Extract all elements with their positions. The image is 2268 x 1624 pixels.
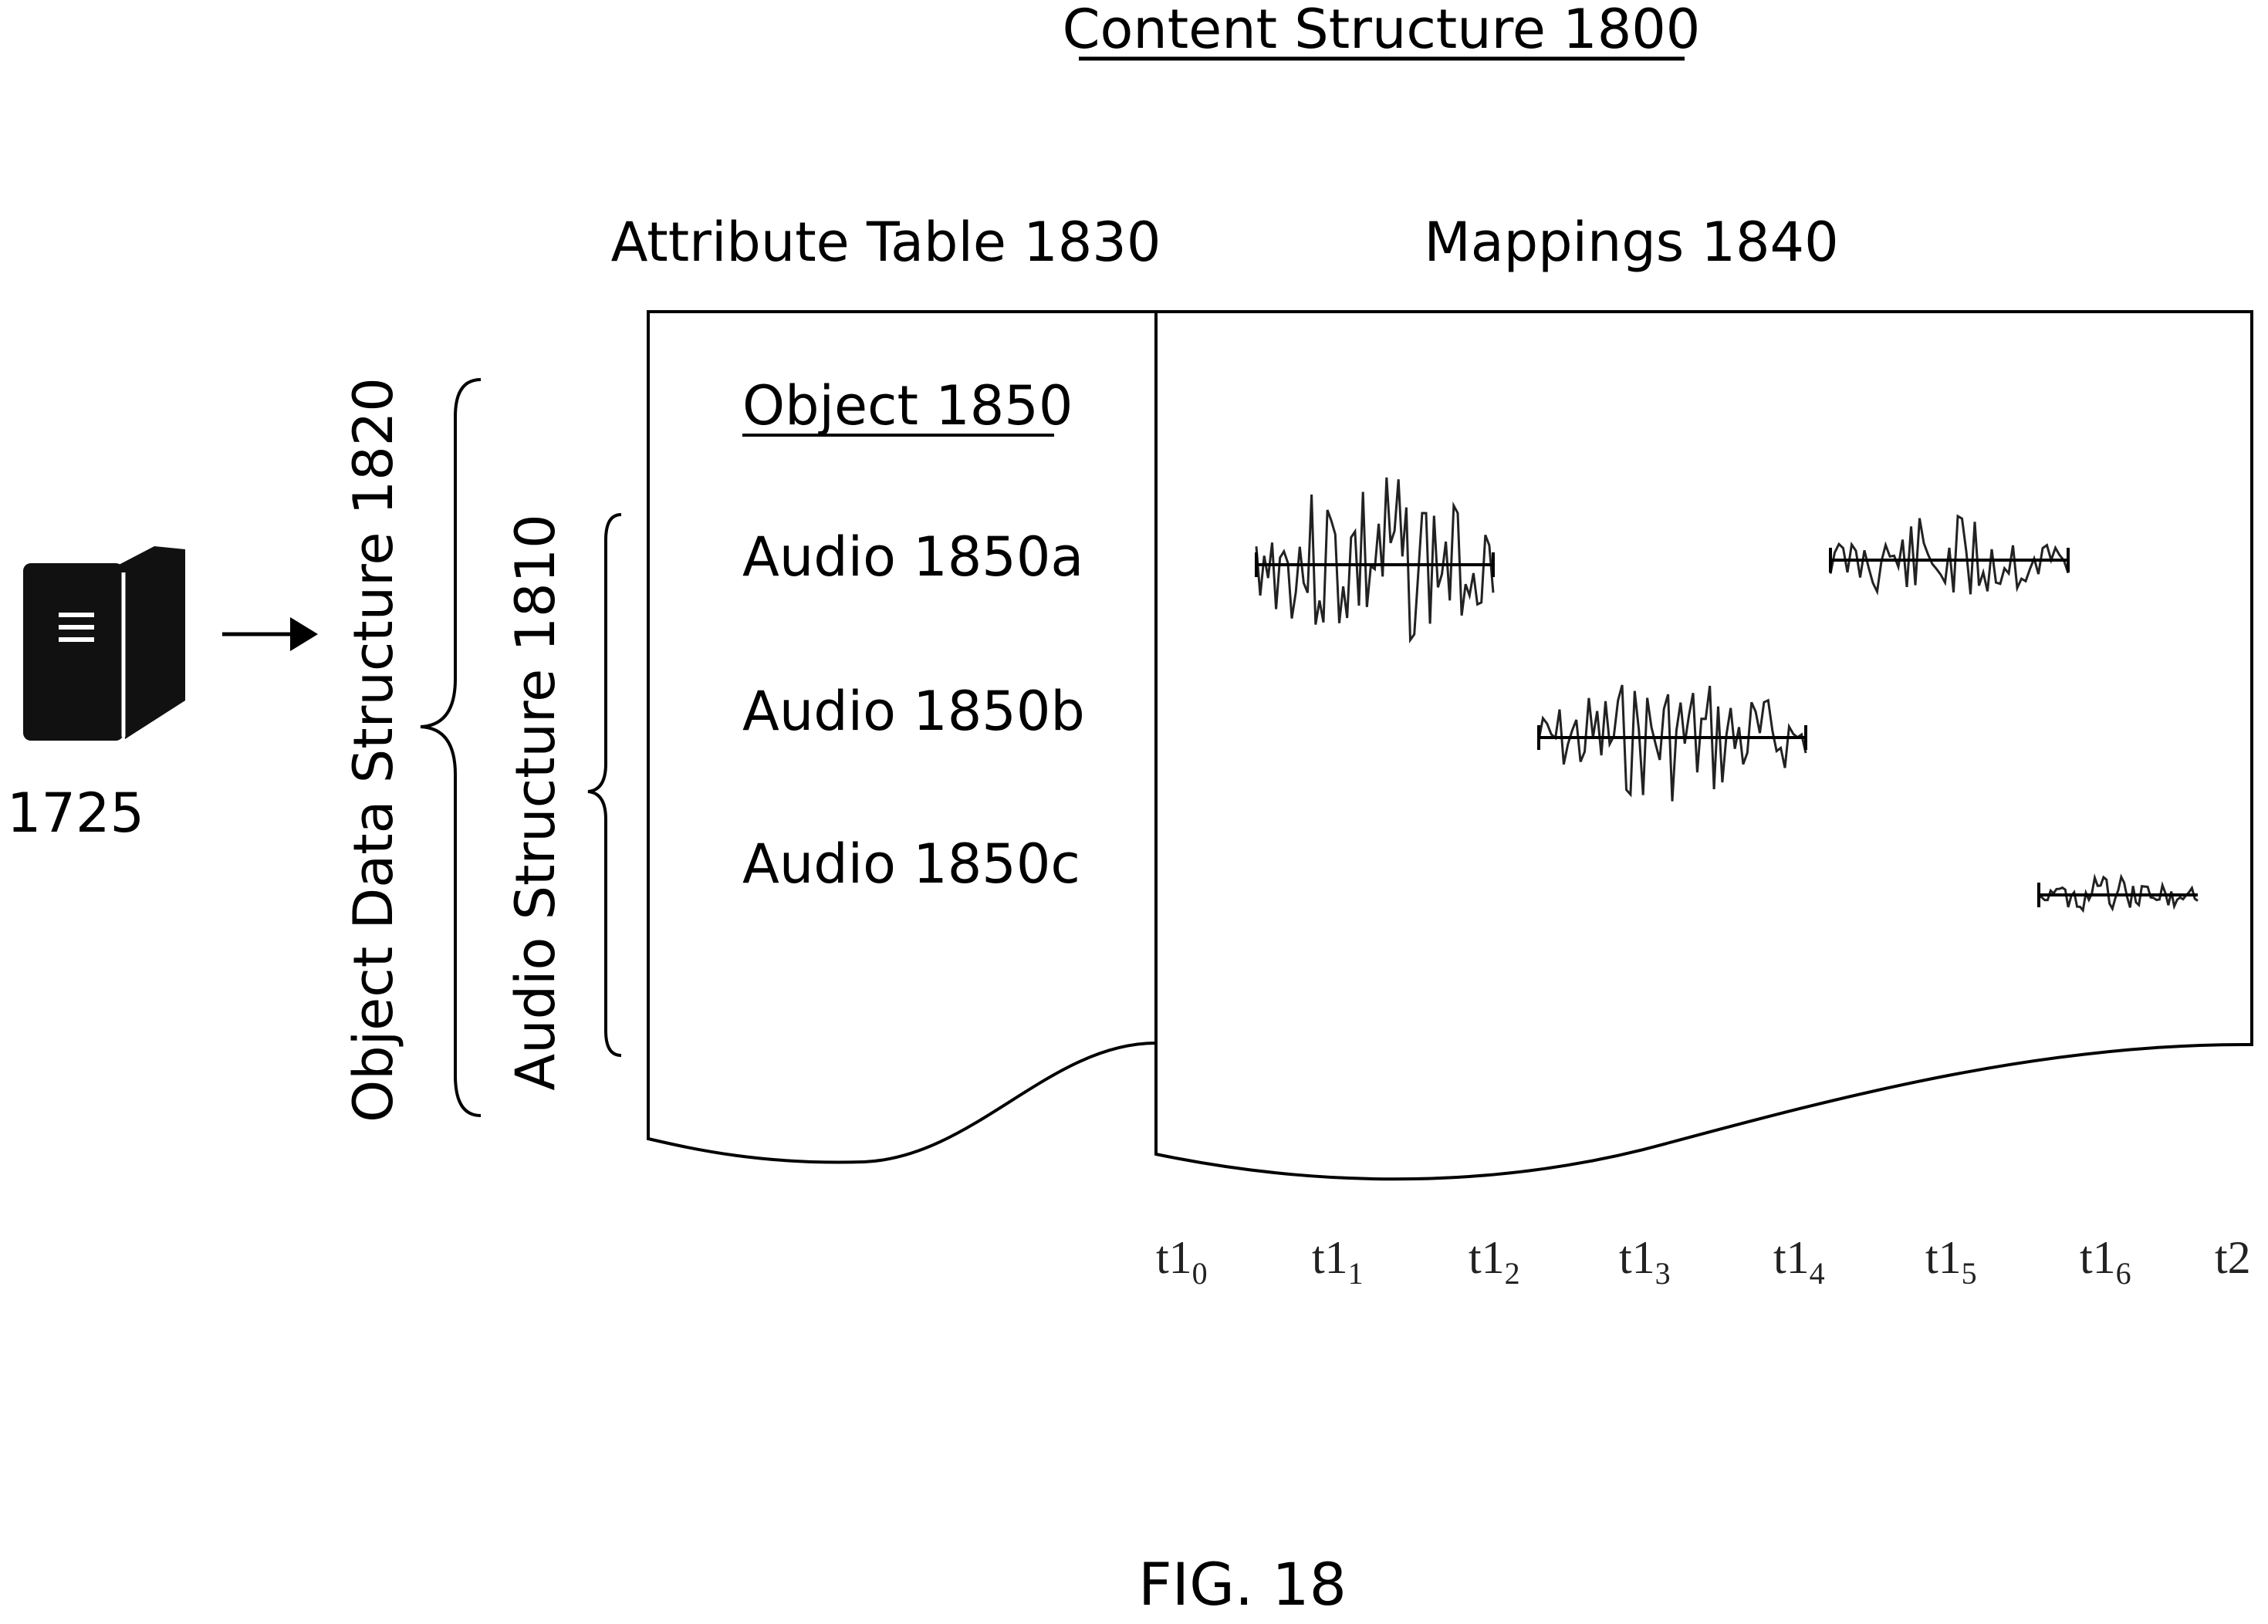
object-header: Object 1850 xyxy=(742,374,1073,437)
object-data-structure-brace xyxy=(421,380,481,1116)
server-icon xyxy=(23,546,185,741)
row-audio-b: Audio 1850b xyxy=(742,680,1085,743)
mappings-panel xyxy=(1156,312,2252,1179)
attribute-table-header: Attribute Table 1830 xyxy=(611,211,1161,274)
device-label: 1725 xyxy=(7,782,144,845)
arrow xyxy=(222,617,318,651)
tick-t1-3: t13 xyxy=(1619,1232,1671,1291)
row-audio-a: Audio 1850a xyxy=(742,525,1083,589)
tick-t1-0: t10 xyxy=(1156,1232,1208,1291)
tick-t1-1: t11 xyxy=(1312,1232,1364,1291)
audio-structure-brace xyxy=(588,515,621,1055)
time-axis: t10 t11 t12 t13 t14 t15 t16 t2 xyxy=(1156,1232,2251,1291)
row-audio-c: Audio 1850c xyxy=(742,832,1080,896)
tick-t1-4: t14 xyxy=(1773,1232,1825,1291)
tick-t1-6: t16 xyxy=(2080,1232,2131,1291)
diagram-title: Content Structure 1800 xyxy=(1063,0,1701,61)
tick-t1-5: t15 xyxy=(1925,1232,1977,1291)
tick-t2: t2 xyxy=(2215,1232,2251,1283)
audio-structure-label: Audio Structure 1810 xyxy=(504,514,567,1090)
object-data-structure-label: Object Data Structure 1820 xyxy=(342,377,405,1123)
tick-t1-2: t12 xyxy=(1469,1232,1520,1291)
mappings-header: Mappings 1840 xyxy=(1424,211,1838,274)
figure-label: FIG. 18 xyxy=(1138,1550,1347,1619)
